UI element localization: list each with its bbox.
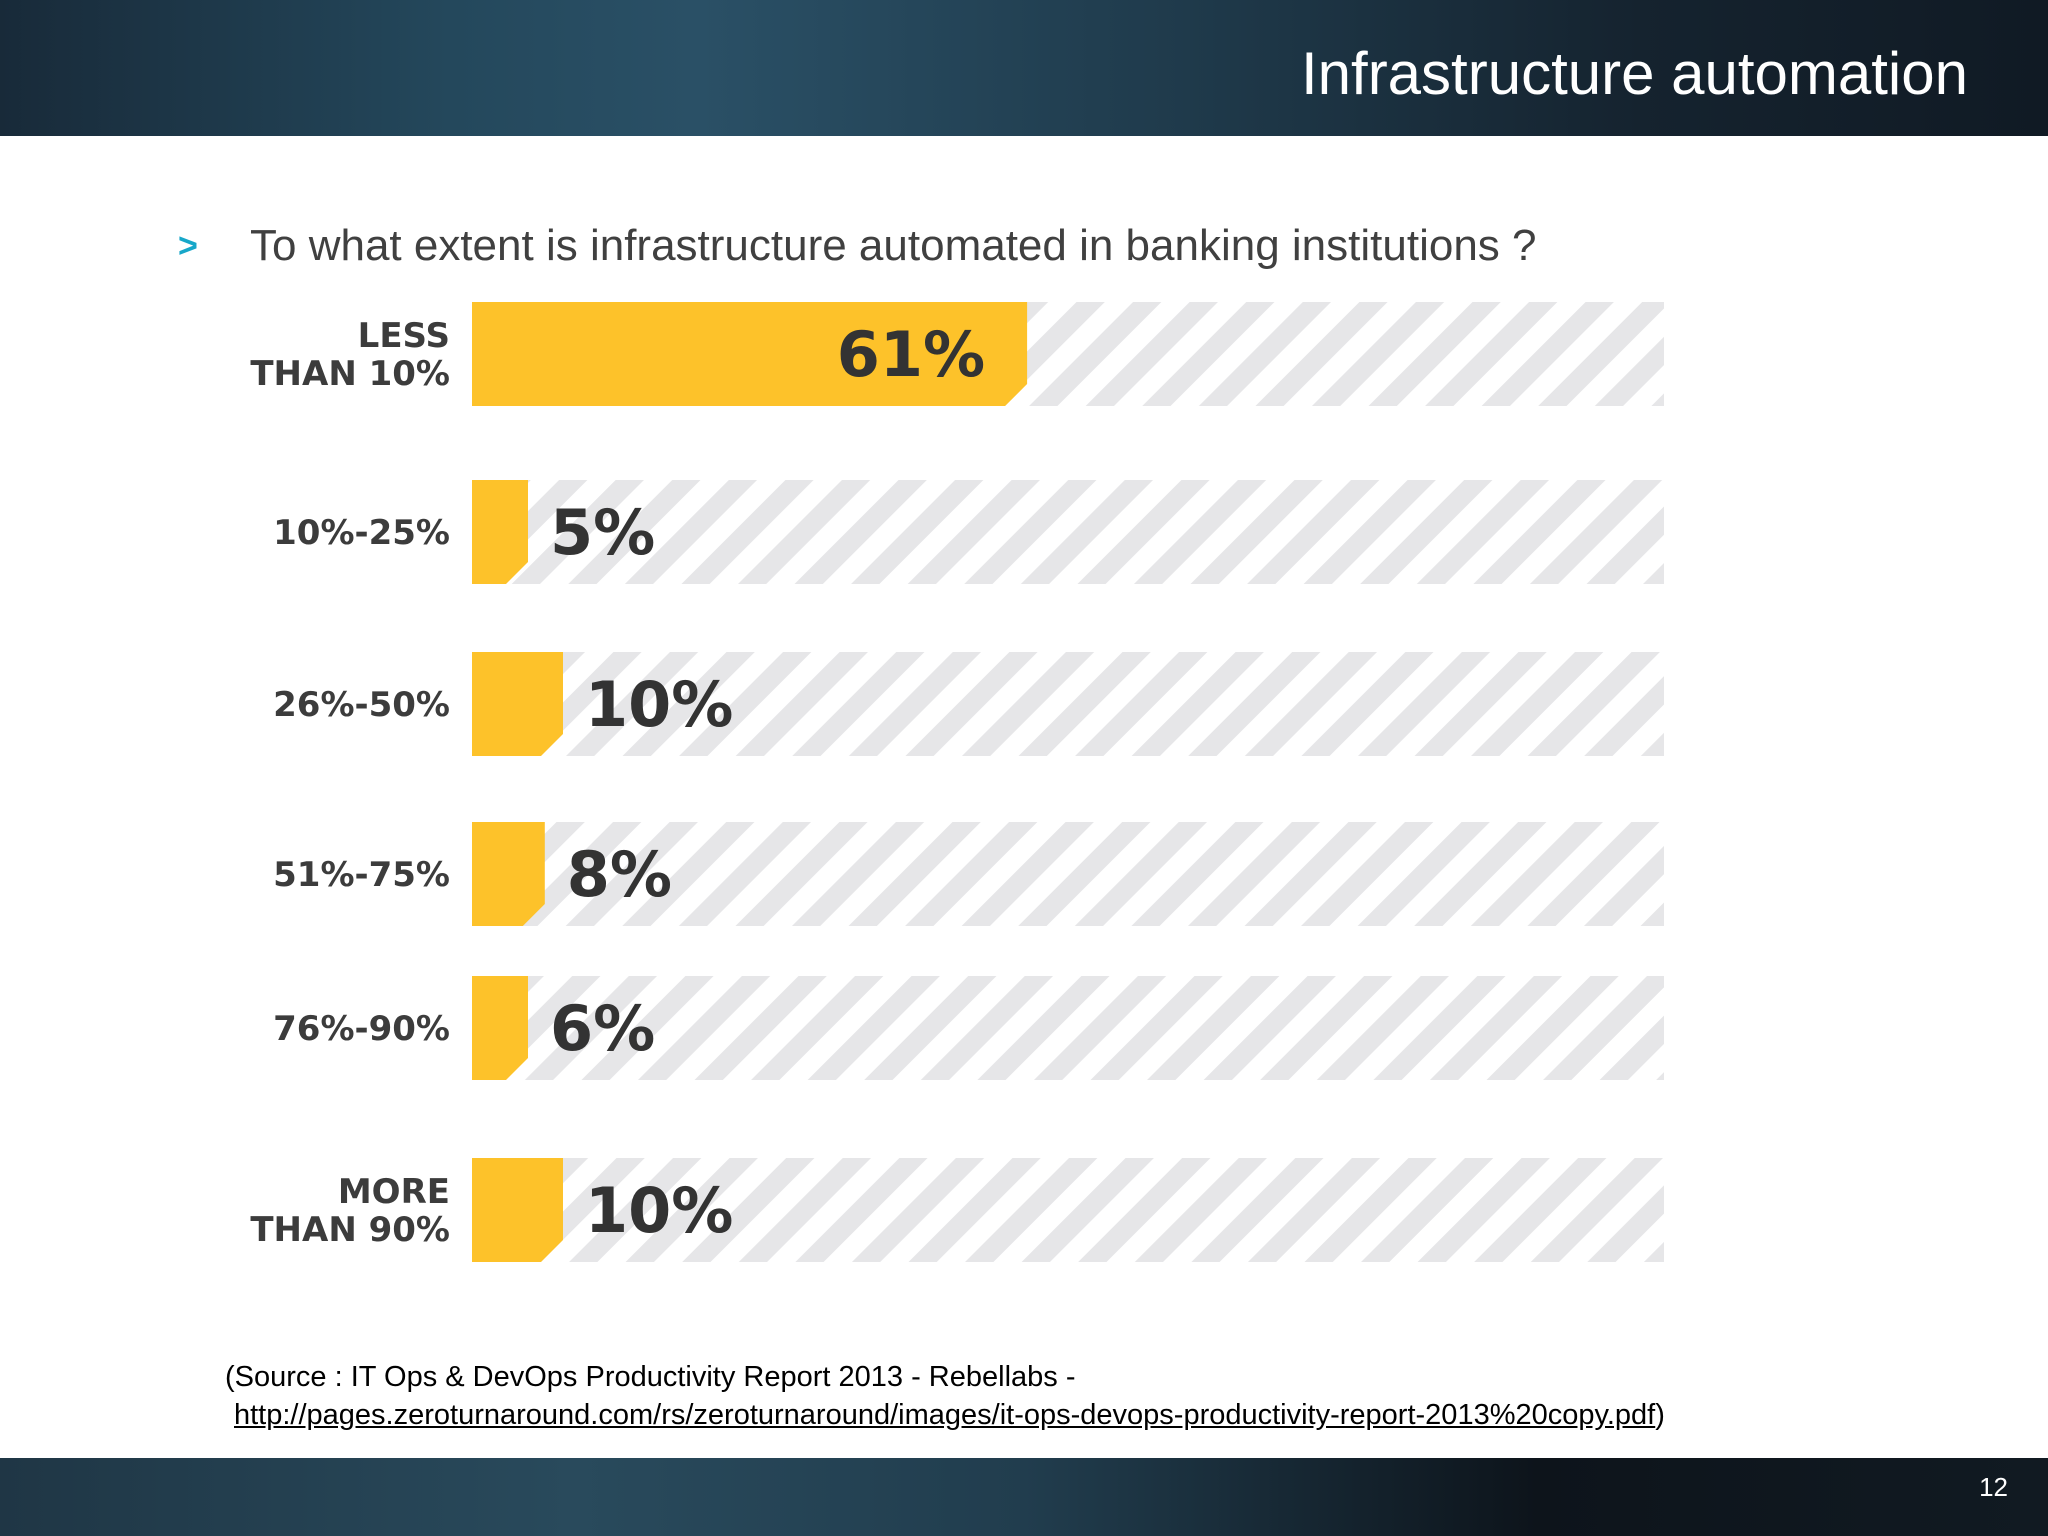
- category-label: 76%-90%: [273, 1009, 450, 1049]
- bar: [472, 976, 528, 1080]
- category-label: THAN 10%: [250, 354, 450, 394]
- bar: [472, 822, 545, 926]
- value-label: 8%: [567, 838, 672, 911]
- value-label: 6%: [550, 992, 655, 1065]
- value-label: 10%: [585, 668, 733, 741]
- page-number: 12: [1979, 1472, 2008, 1502]
- category-label: THAN 90%: [250, 1210, 450, 1250]
- source-suffix: ): [1655, 1399, 1665, 1431]
- footer-band: [0, 1458, 2048, 1536]
- header-band: [0, 0, 2048, 136]
- source-link[interactable]: http://pages.zeroturnaround.com/rs/zerot…: [234, 1399, 1656, 1431]
- value-label: 61%: [837, 318, 985, 391]
- bar: [472, 302, 1028, 406]
- value-label: 10%: [585, 1174, 733, 1247]
- category-label: 26%-50%: [273, 685, 450, 725]
- bar: [472, 1158, 563, 1262]
- bar-track: [472, 976, 1664, 1080]
- category-label: LESS: [358, 316, 450, 356]
- bar-track: [472, 822, 1664, 926]
- question-text: To what extent is infrastructure automat…: [250, 221, 1537, 270]
- bar: [472, 480, 528, 584]
- source-citation: (Source : IT Ops & DevOps Productivity R…: [225, 1358, 1665, 1434]
- bar: [472, 652, 563, 756]
- category-label: 51%-75%: [273, 855, 450, 895]
- bullet-arrow-icon: >: [178, 227, 198, 265]
- category-label: MORE: [338, 1172, 450, 1212]
- source-prefix: (Source : IT Ops & DevOps Productivity R…: [225, 1361, 1076, 1393]
- bar-track: [472, 652, 1664, 756]
- category-label: 10%-25%: [273, 513, 450, 553]
- bar-track: [472, 480, 1664, 584]
- bar-track: [472, 1158, 1664, 1262]
- value-label: 5%: [550, 496, 655, 569]
- slide-title: Infrastructure automation: [1300, 40, 1968, 107]
